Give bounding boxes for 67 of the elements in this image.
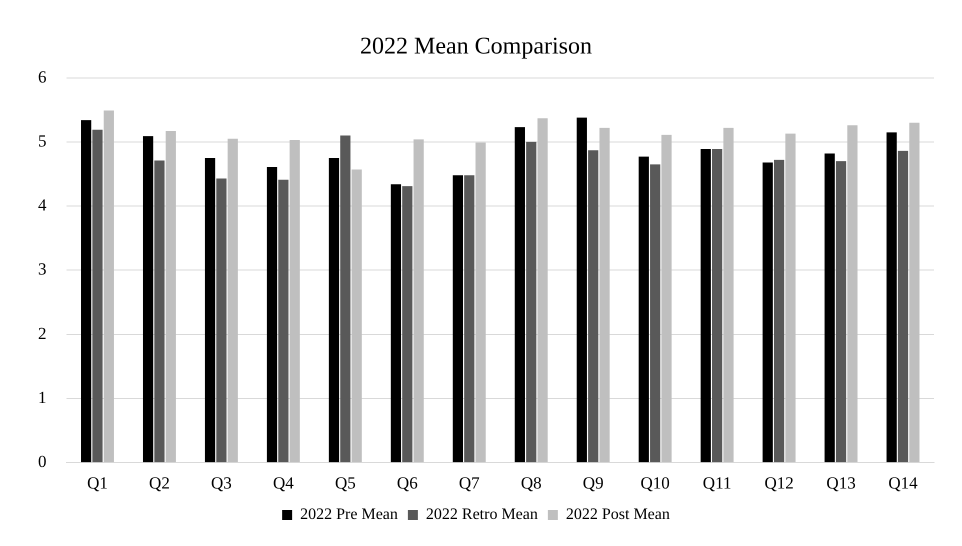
x-tick-label: Q11 (702, 473, 732, 492)
bar (847, 125, 858, 462)
bar (898, 150, 908, 462)
bar (909, 122, 920, 462)
y-tick-label: 2 (38, 324, 46, 343)
x-tick-label: Q9 (582, 473, 604, 492)
bar (104, 110, 114, 462)
bar (514, 127, 525, 462)
bar (700, 148, 711, 462)
bar (774, 160, 784, 462)
bar (228, 138, 238, 462)
y-tick-label: 3 (38, 260, 46, 279)
bar (661, 134, 672, 462)
x-tick-label: Q14 (888, 473, 918, 492)
bar (340, 136, 350, 462)
chart-title: 2022 Mean Comparison (360, 34, 592, 60)
bar (352, 170, 362, 462)
bar (886, 132, 897, 462)
bar (402, 186, 412, 462)
x-tick-label: Q7 (458, 473, 480, 492)
bar (328, 158, 340, 462)
bar (204, 158, 216, 462)
bar (414, 139, 424, 462)
bar (142, 136, 154, 462)
y-tick-label: 5 (38, 131, 46, 150)
bar (576, 118, 587, 462)
bar (638, 156, 649, 462)
x-tick-label: Q5 (334, 473, 356, 492)
bar (762, 162, 773, 462)
bar (824, 153, 835, 462)
x-tick-label: Q8 (520, 473, 542, 492)
bar (588, 150, 598, 462)
bar (278, 180, 288, 462)
x-tick-label: Q10 (640, 473, 670, 492)
x-tick-label: Q4 (272, 473, 294, 492)
bar (452, 175, 464, 462)
legend-label: 2022 Pre Mean (300, 506, 398, 524)
bar (154, 160, 165, 462)
bar (464, 175, 474, 462)
legend-label: 2022 Retro Mean (426, 506, 538, 524)
y-tick-label: 1 (38, 388, 46, 407)
bar (390, 184, 402, 462)
x-tick-label: Q6 (396, 473, 418, 492)
bar (166, 131, 176, 462)
x-tick-label: Q13 (826, 473, 856, 492)
bar (92, 130, 103, 462)
bar (526, 142, 536, 462)
bar (290, 140, 300, 462)
x-tick-label: Q1 (87, 473, 108, 492)
x-tick-label: Q12 (764, 473, 794, 492)
bar (650, 164, 660, 462)
y-tick-label: 4 (38, 196, 47, 215)
y-tick-label: 6 (38, 67, 46, 86)
bar (712, 148, 722, 462)
bar (785, 134, 796, 462)
bar (537, 118, 548, 462)
bar (81, 120, 92, 462)
bar (216, 178, 227, 462)
bar (476, 142, 486, 462)
bar (723, 128, 734, 462)
bar (836, 161, 846, 462)
y-tick-label: 0 (38, 452, 46, 472)
legend-label: 2022 Post Mean (566, 506, 670, 524)
x-tick-label: Q2 (149, 473, 170, 492)
bar (266, 166, 278, 462)
x-tick-label: Q3 (211, 473, 232, 492)
bar (599, 128, 610, 462)
